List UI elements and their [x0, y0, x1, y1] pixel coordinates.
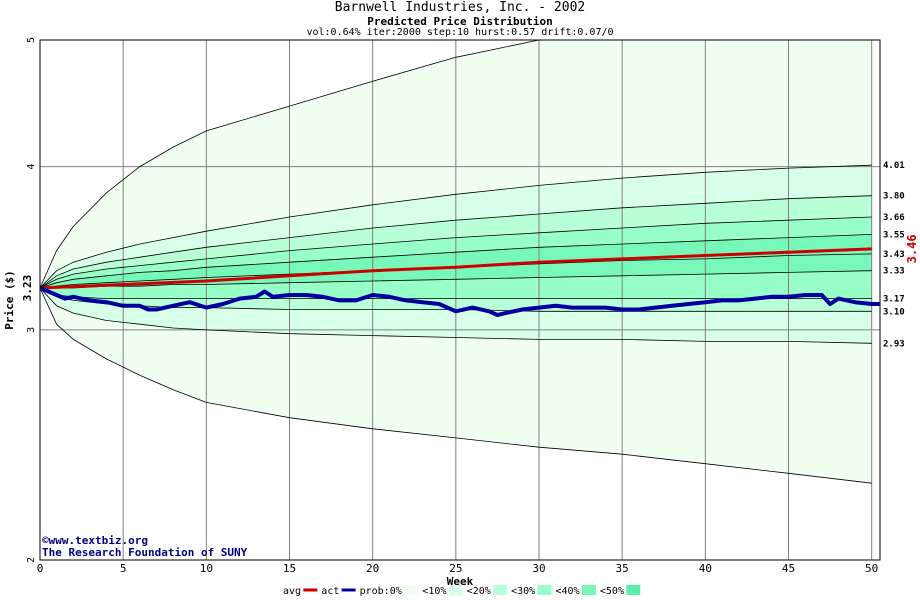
legend-label-40: <40% — [556, 586, 580, 597]
x-tick-label: 15 — [283, 562, 296, 575]
percentile-line-p100 — [40, 40, 872, 289]
legend-swatch-prob-0 — [404, 585, 419, 595]
y-tick-label: 4 — [26, 164, 37, 170]
end-label-p70: 3.80 — [883, 192, 905, 202]
x-tick-label: 0 — [37, 562, 44, 575]
credit-org: The Research Foundation of SUNY — [42, 546, 248, 559]
x-tick-label: 5 — [120, 562, 127, 575]
credit-url: ©www.textbiz.org — [42, 534, 148, 547]
x-tick-label: 30 — [532, 562, 545, 575]
x-tick-label: 20 — [366, 562, 379, 575]
x-tick-label: 10 — [200, 562, 213, 575]
chart-subtitle: Predicted Price Distribution — [367, 15, 553, 28]
end-label-p10: 3.10 — [883, 307, 905, 317]
end-label-p20: 3.17 — [883, 295, 905, 305]
legend-label-prob-0: prob:0% — [360, 586, 402, 597]
legend-swatch-20 — [493, 585, 508, 595]
legend-label-act: act — [321, 586, 339, 597]
percentile-line-p0 — [40, 287, 872, 344]
percentile-line-p50 — [40, 234, 872, 289]
legend-swatch-30 — [537, 585, 552, 595]
chart-title: Barnwell Industries, Inc. - 2002 — [334, 0, 586, 15]
plot-border — [39, 39, 881, 561]
end-label-p50: 3.55 — [883, 230, 905, 240]
y-tick-label: 5 — [26, 37, 37, 43]
percentile-line-p60 — [40, 216, 872, 289]
credit-url-text: www.textbiz.org — [48, 534, 148, 547]
legend-label-avg: avg — [283, 586, 301, 597]
y-axis-label: Price ($) — [3, 270, 16, 330]
copyright-icon: © — [42, 534, 49, 547]
chart-parameters: vol:0.64% iter:2000 step:10 hurst:0.57 d… — [306, 27, 614, 38]
x-tick-label: 50 — [865, 562, 878, 575]
end-label-p30: 3.33 — [883, 267, 905, 277]
legend-swatch-50 — [626, 585, 641, 595]
lower-bound-line — [39, 287, 872, 484]
x-axis-label: Week — [447, 575, 474, 588]
legend-swatch-10 — [448, 585, 463, 595]
percentile-line-p70 — [40, 195, 872, 289]
percentile-line-p80 — [40, 164, 872, 289]
series-avg-line — [40, 247, 872, 290]
legend-label-10: <10% — [422, 586, 446, 597]
y-tick-label: 3 — [26, 327, 37, 333]
series-act-line — [40, 286, 880, 317]
end-label-p0: 2.93 — [883, 339, 905, 349]
legend-swatch-40 — [581, 585, 596, 595]
end-label-p80: 4.01 — [883, 161, 905, 171]
percentile-line-p10 — [40, 287, 872, 312]
end-label-p40: 3.43 — [883, 250, 905, 260]
end-label-p60: 3.66 — [883, 213, 905, 223]
x-tick-label: 45 — [782, 562, 795, 575]
x-tick-label: 35 — [616, 562, 629, 575]
start-price-label: 3.23 — [21, 275, 34, 302]
legend-label-30: <30% — [511, 586, 535, 597]
x-tick-label: 25 — [449, 562, 462, 575]
legend-label-50: <50% — [600, 586, 624, 597]
legend-label-20: <20% — [467, 586, 491, 597]
x-tick-label: 40 — [699, 562, 712, 575]
final-avg-label: 3.46 — [905, 234, 919, 263]
percentile-line-p40 — [40, 253, 872, 289]
y-tick-label: 2 — [26, 557, 37, 563]
